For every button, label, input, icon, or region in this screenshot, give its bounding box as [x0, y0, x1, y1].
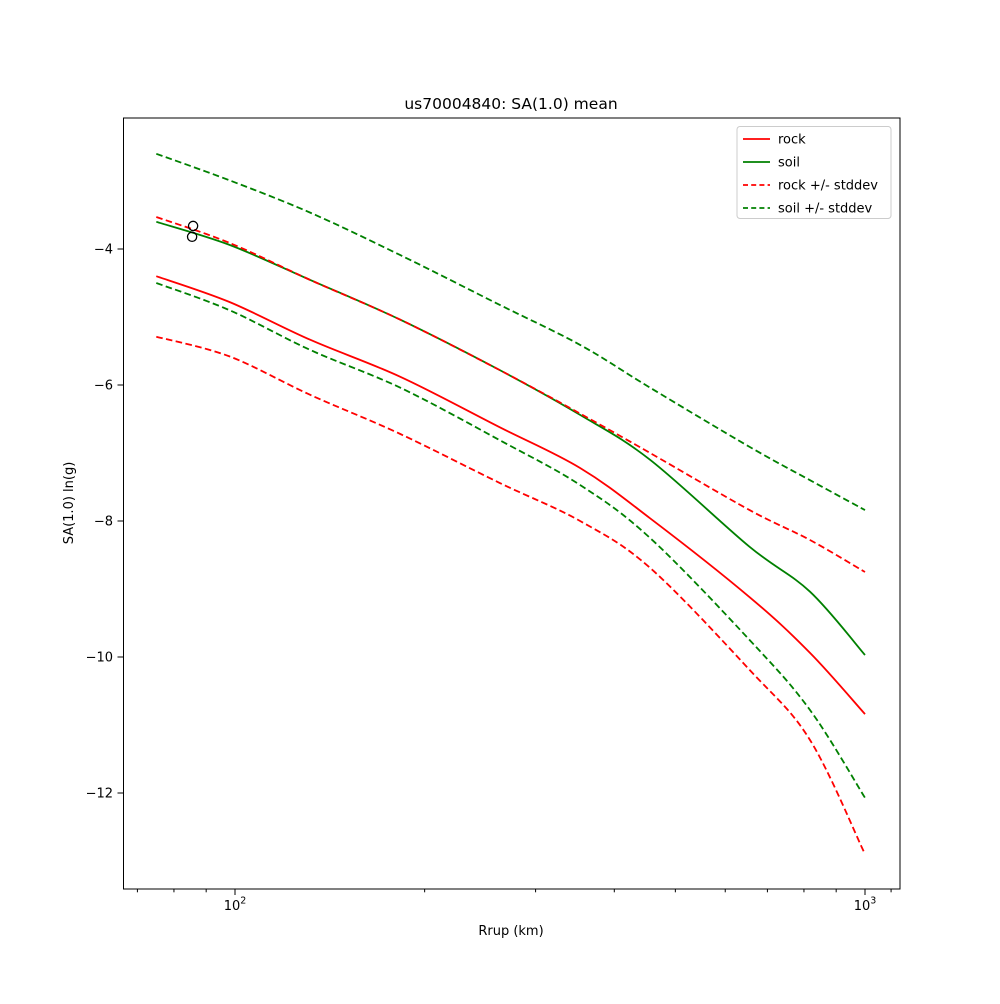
station-marker [187, 220, 199, 232]
y-tick-label: −6 [94, 379, 113, 394]
legend-label-rock: rock [778, 133, 806, 148]
legend-label-soil: soil [778, 156, 800, 171]
legend-item-rock-stddev: rock +/- stddev [743, 179, 878, 194]
curve-rock-plus-stddev [156, 216, 866, 573]
y-tick-label: −10 [86, 651, 113, 666]
data-point-markers [186, 220, 199, 243]
x-tick-exponent: 2 [240, 896, 246, 907]
curve-rock [156, 275, 866, 715]
curve-soil-plus-stddev [155, 152, 866, 511]
x-tick-base: 10 [854, 899, 871, 914]
legend-item-soil: soil [743, 156, 800, 171]
curve-rock-minus-stddev [156, 335, 866, 855]
y-tick-label: −8 [94, 515, 113, 530]
curve-soil-minus-stddev [155, 282, 866, 799]
legend-box [736, 126, 892, 219]
y-tick-label: −12 [86, 787, 113, 802]
x-tick-exponent: 3 [870, 896, 876, 907]
y-tick-label: −4 [94, 243, 113, 258]
x-tick-base: 10 [224, 899, 241, 914]
station-marker [186, 231, 198, 243]
x-tick-label-100: 102 [224, 896, 247, 915]
x-axis-label: Rrup (km) [478, 924, 543, 939]
legend-item-rock: rock [743, 133, 806, 148]
x-tick-label-1000: 103 [854, 896, 877, 915]
legend-item-soil-stddev: soil +/- stddev [743, 202, 873, 217]
curves-group [155, 152, 866, 855]
legend: rock soil rock +/- stddev soil +/- stdde… [736, 126, 892, 219]
curve-soil [156, 220, 866, 656]
y-axis-label: SA(1.0) ln(g) [62, 462, 77, 545]
legend-label-soil-stddev: soil +/- stddev [778, 202, 873, 217]
plot-area [123, 117, 901, 890]
y-axis-ticks [117, 248, 124, 794]
x-axis-ticks [136, 889, 892, 895]
chart-title: us70004840: SA(1.0) mean [404, 95, 617, 113]
legend-label-rock-stddev: rock +/- stddev [778, 179, 878, 194]
